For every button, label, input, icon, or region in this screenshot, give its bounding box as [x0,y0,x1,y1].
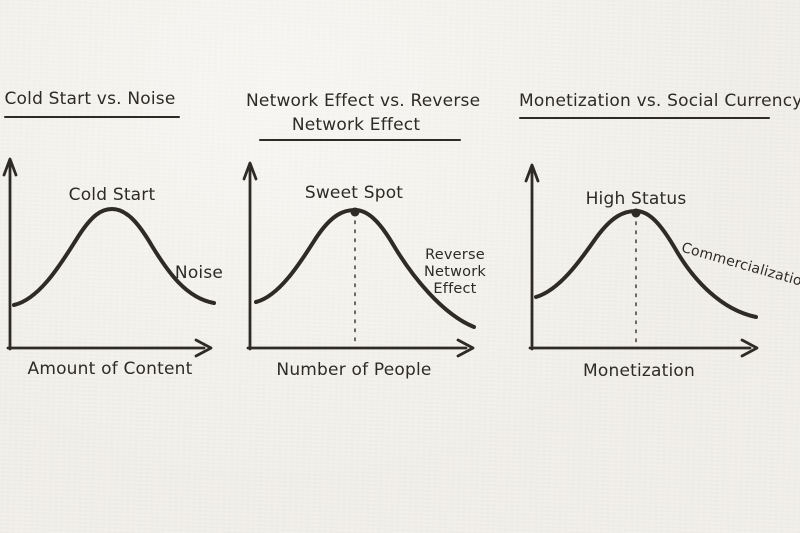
chart1-title: Cold Start vs. Noise [0,87,180,111]
chart3-y-axis-arrowhead [524,163,540,183]
chart1-y-axis-arrowhead [2,157,18,177]
chart2-title-underline [259,139,461,142]
chart2-graphics [242,161,476,358]
chart2-title: Network Effect vs. Reverse Network Effec… [246,89,481,137]
chart1-graphics [2,157,216,358]
chart2-x-axis-arrowhead [456,338,475,358]
chart3-title: Monetization vs. Social Currency [519,89,800,113]
chart3-x-axis-arrowhead [740,338,759,358]
chart3-peak-label: High Status [585,189,687,209]
chart1-x-axis-arrowhead [194,338,213,358]
chart2-slope-label: Reverse Network Effect [424,247,486,297]
chart2-x-axis-label: Number of People [276,360,432,380]
chart1-title-line1: Cold Start vs. Noise [4,89,176,109]
chart1-title-underline [4,116,180,119]
chart3-title-underline [519,117,770,120]
chart3-x-axis-label: Monetization [583,361,695,381]
chart2-title-line2: Network Effect [291,115,421,135]
chart3-peak-dot [631,208,641,218]
chart2-peak-dot [350,207,360,217]
chart3-graphics [524,163,759,358]
chart1-x-axis-label: Amount of Content [27,359,193,379]
chart2-y-axis-arrowhead [242,161,258,181]
chart1-bell-curve [12,207,216,307]
chart1-slope-label: Noise [174,263,224,283]
chart2-peak-label: Sweet Spot [304,183,404,203]
chart1-peak-label: Cold Start [68,185,156,205]
chart2-title-line1: Network Effect vs. Reverse [246,91,481,111]
chart3-title-line1: Monetization vs. Social Currency [519,91,800,111]
